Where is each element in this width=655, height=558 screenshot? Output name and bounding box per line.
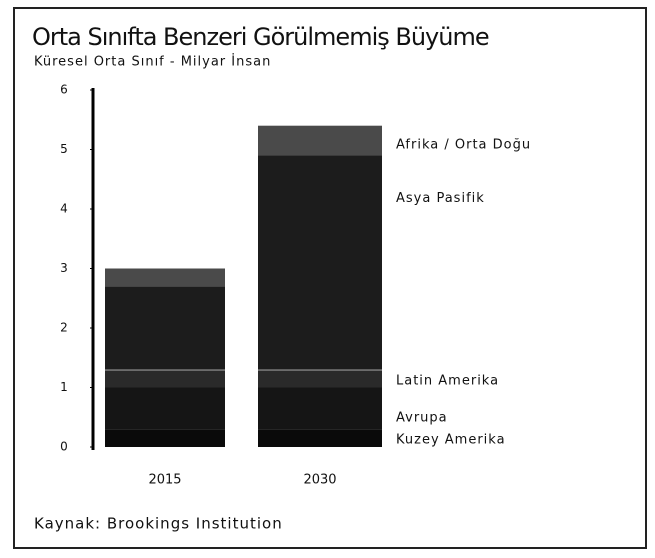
bar-segment — [258, 429, 382, 447]
segment-label: Avrupa — [396, 411, 448, 426]
x-tick-label: 2030 — [303, 473, 336, 488]
x-tick-label: 2015 — [148, 473, 181, 488]
y-tick-label: 6 — [60, 83, 68, 97]
source: Kaynak: Brookings Institution — [34, 515, 283, 533]
segment-label: Asya Pasifik — [396, 191, 485, 206]
bar-segment — [258, 155, 382, 370]
bar-segment — [258, 125, 382, 156]
y-tick-label: 2 — [60, 321, 68, 335]
bar-segment — [105, 429, 225, 447]
bar-segment — [105, 268, 225, 287]
bar-segment — [105, 286, 225, 370]
y-tick-label: 5 — [60, 142, 68, 156]
segment-label: Afrika / Orta Doğu — [396, 138, 531, 153]
segment-label: Latin Amerika — [396, 374, 499, 389]
y-tick-label: 1 — [60, 380, 68, 394]
segment-label: Kuzey Amerika — [396, 433, 506, 448]
bar-segment — [105, 387, 225, 430]
chart-title: Orta Sınıfta Benzeri Görülmemiş Büyüme — [32, 23, 489, 51]
y-tick-label: 3 — [60, 261, 68, 275]
bar-segment — [258, 369, 382, 388]
y-tick-label: 0 — [60, 440, 68, 454]
bar-segment — [105, 369, 225, 388]
y-tick-label: 4 — [60, 202, 68, 216]
bar-segment — [258, 387, 382, 430]
chart-subtitle: Küresel Orta Sınıf - Milyar İnsan — [34, 54, 271, 70]
